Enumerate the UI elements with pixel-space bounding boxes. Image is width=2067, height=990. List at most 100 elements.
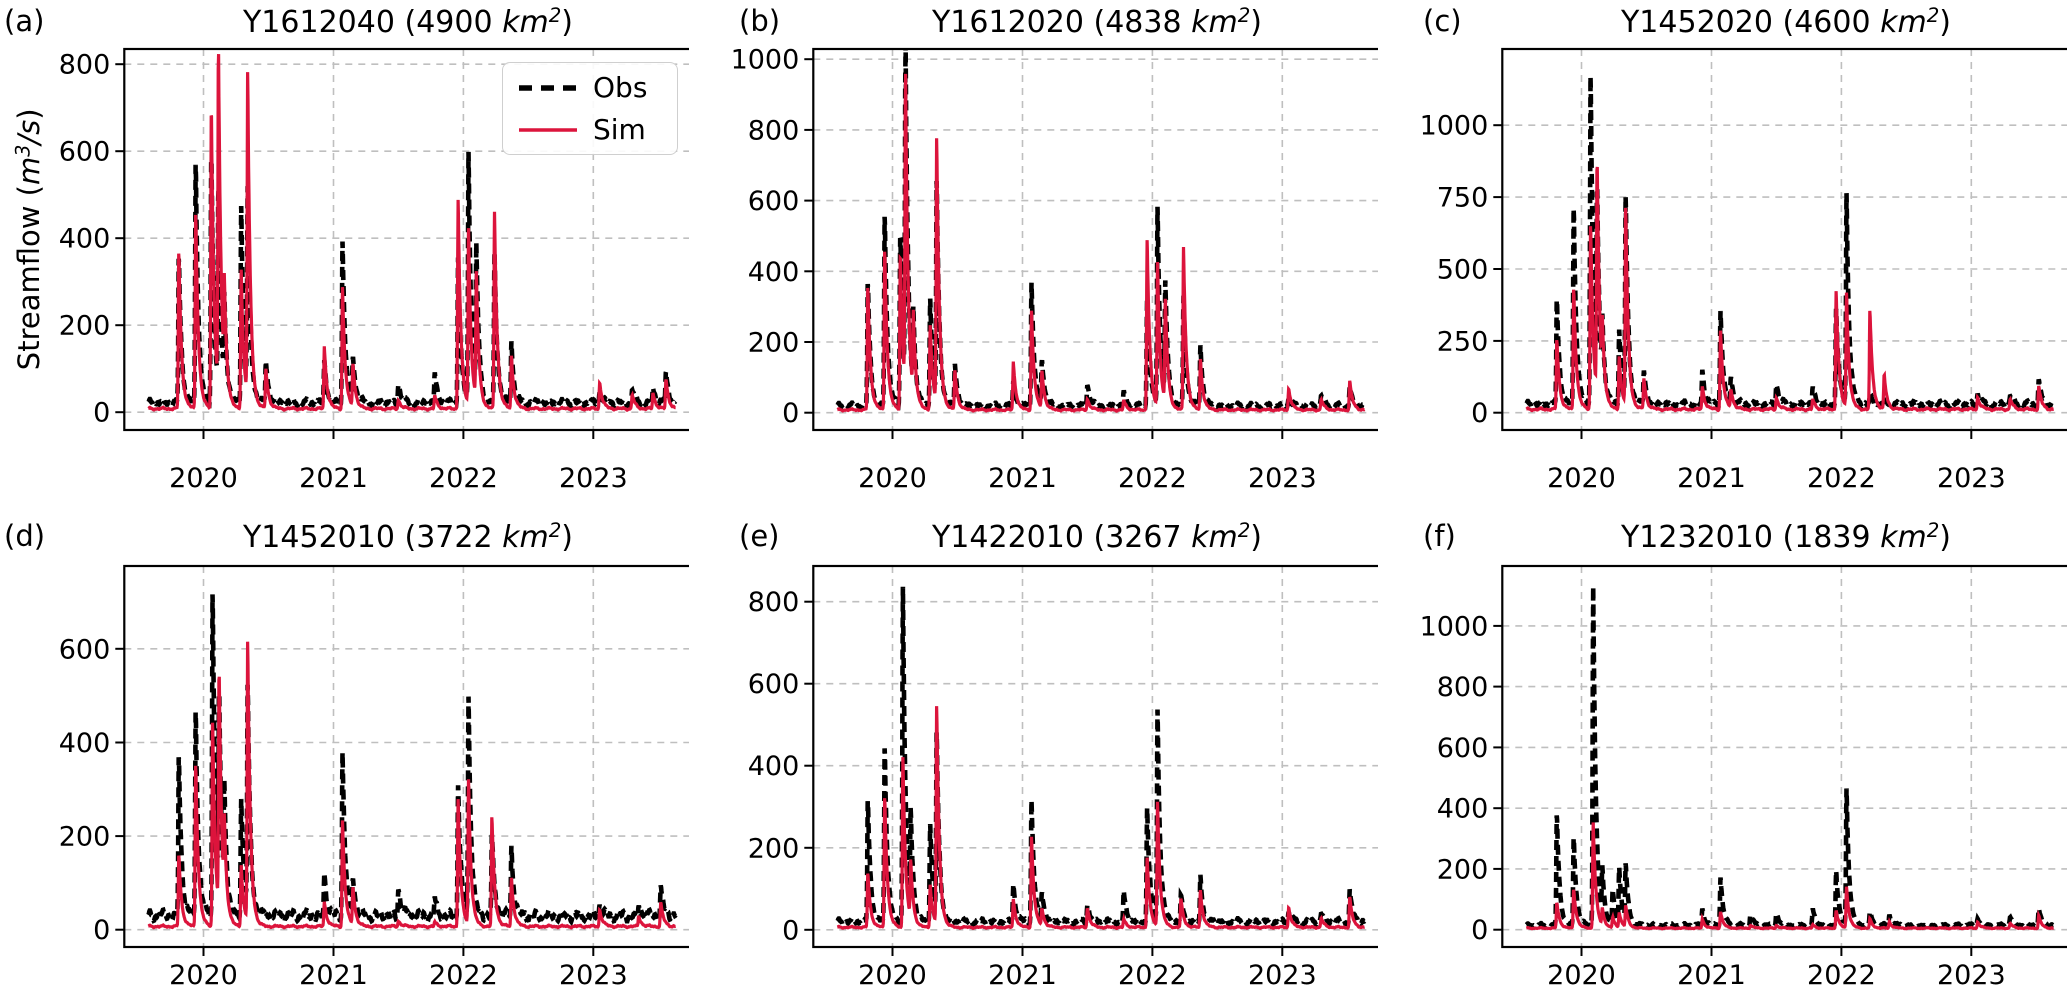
y-tick-label: 600 xyxy=(748,186,800,217)
y-tick-label: 1000 xyxy=(1420,611,1489,642)
panel-e-title: Y1422010 (3267 km2) xyxy=(931,519,1263,555)
x-tick-label: 2022 xyxy=(1118,463,1187,494)
x-tick-label: 2022 xyxy=(1807,960,1876,990)
y-tick-label: 0 xyxy=(782,915,799,946)
y-tick-label: 600 xyxy=(748,669,800,700)
x-tick-label: 2021 xyxy=(988,960,1057,990)
y-tick-label: 200 xyxy=(748,833,800,864)
panel-c-tag: (c) xyxy=(1423,4,1462,38)
sim-line-sample-icon xyxy=(519,127,577,132)
y-tick-label: 800 xyxy=(748,115,800,146)
x-tick-label: 2023 xyxy=(559,960,628,990)
y-tick-label: 250 xyxy=(1437,326,1489,357)
y-tick-label: 200 xyxy=(59,822,111,853)
y-axis-label: Streamflow (m3/s) xyxy=(11,108,47,371)
y-tick-label: 800 xyxy=(59,50,111,81)
x-tick-label: 2023 xyxy=(1248,960,1317,990)
x-tick-label: 2023 xyxy=(1937,960,2006,990)
y-tick-label: 200 xyxy=(1437,854,1489,885)
panel-f-tag: (f) xyxy=(1423,519,1456,553)
sim-line xyxy=(836,73,1366,413)
y-tick-label: 1000 xyxy=(1420,111,1489,142)
legend: Obs Sim xyxy=(502,62,678,155)
x-tick-label: 2020 xyxy=(169,463,238,494)
panel-d-plot: 0 200 400 600 2020 2021 2022 2023 xyxy=(59,564,689,990)
axes-box xyxy=(123,47,689,432)
x-tick-label: 2021 xyxy=(299,960,368,990)
obs-line xyxy=(1524,586,2055,930)
obs-line xyxy=(835,586,1367,929)
panel-c-title: Y1452020 (4600 km2) xyxy=(1620,4,1952,40)
y-tick-label: 600 xyxy=(59,634,111,665)
y-tick-label: 600 xyxy=(59,137,111,168)
x-tick-label: 2020 xyxy=(1547,463,1616,494)
obs-line xyxy=(1524,76,2056,412)
y-tick-label: 0 xyxy=(93,915,110,946)
x-tick-label: 2020 xyxy=(1547,960,1616,990)
panel-f-plot: 0 200 400 600 800 1000 2020 2021 2022 2023 xyxy=(1420,564,2067,990)
x-tick-label: 2023 xyxy=(1937,463,2006,494)
legend-label-obs: Obs xyxy=(593,71,648,104)
x-tick-label: 2022 xyxy=(429,463,498,494)
axes-box xyxy=(1501,47,2067,432)
sim-line xyxy=(836,706,1365,931)
panel-d-title: Y1452010 (3722 km2) xyxy=(242,519,574,555)
obs-line xyxy=(146,594,678,927)
y-tick-label: 600 xyxy=(1437,733,1489,764)
y-tick-label: 1000 xyxy=(731,45,800,76)
obs-line-sample-icon xyxy=(519,84,577,91)
axes-box xyxy=(1501,564,2067,949)
y-tick-label: 400 xyxy=(1437,794,1489,825)
x-tick-label: 2023 xyxy=(1248,463,1317,494)
y-tick-label: 400 xyxy=(59,224,111,255)
axes-box xyxy=(812,47,1378,432)
panel-e-plot: 0 200 400 600 800 2020 2021 2022 2023 xyxy=(748,564,1378,990)
y-tick-label: 400 xyxy=(59,728,111,759)
x-tick-label: 2020 xyxy=(169,960,238,990)
y-tick-label: 800 xyxy=(1437,672,1489,703)
legend-item-sim: Sim xyxy=(517,113,677,146)
panel-a-plot: 0 200 400 600 800 2020 2021 2022 2023 xyxy=(59,47,689,494)
sim-line xyxy=(147,641,676,930)
panel-a-tag: (a) xyxy=(4,4,45,38)
x-tick-label: 2021 xyxy=(988,463,1057,494)
axes-box xyxy=(123,564,689,949)
y-tick-label: 0 xyxy=(1471,915,1488,946)
panel-b-tag: (b) xyxy=(739,4,781,38)
x-tick-label: 2022 xyxy=(429,960,498,990)
panel-f-title: Y1232010 (1839 km2) xyxy=(1620,519,1952,555)
x-tick-label: 2022 xyxy=(1807,463,1876,494)
x-tick-label: 2020 xyxy=(858,960,927,990)
x-tick-label: 2021 xyxy=(1677,960,1746,990)
y-tick-label: 500 xyxy=(1437,255,1489,286)
legend-label-sim: Sim xyxy=(593,113,646,146)
y-tick-label: 0 xyxy=(1471,398,1488,429)
x-tick-label: 2022 xyxy=(1118,960,1187,990)
obs-line xyxy=(835,49,1366,412)
y-axis-label-box: Streamflow (m3/s) xyxy=(0,49,58,430)
sim-line xyxy=(1525,822,2054,931)
y-tick-label: 750 xyxy=(1437,183,1489,214)
sim-line xyxy=(1525,166,2054,413)
x-tick-label: 2023 xyxy=(559,463,628,494)
x-tick-label: 2021 xyxy=(299,463,368,494)
panel-b-title: Y1612020 (4838 km2) xyxy=(931,4,1263,40)
axes-box xyxy=(812,564,1378,949)
x-tick-label: 2021 xyxy=(1677,463,1746,494)
y-tick-label: 200 xyxy=(748,328,800,359)
obs-line xyxy=(146,151,678,410)
y-tick-label: 800 xyxy=(748,587,800,618)
y-tick-label: 200 xyxy=(59,311,111,342)
sim-line xyxy=(147,54,676,412)
x-tick-label: 2020 xyxy=(858,463,927,494)
panel-e-tag: (e) xyxy=(739,519,780,553)
legend-item-obs: Obs xyxy=(517,71,677,104)
panel-c-plot: 0 250 500 750 1000 2020 2021 2022 2023 xyxy=(1420,47,2067,494)
y-tick-label: 400 xyxy=(748,751,800,782)
y-tick-label: 0 xyxy=(93,398,110,429)
panel-a-title: Y1612040 (4900 km2) xyxy=(242,4,574,40)
panel-d-tag: (d) xyxy=(4,519,46,553)
panel-b-plot: 0 200 400 600 800 1000 2020 2021 2022 2023 xyxy=(731,45,1378,494)
y-tick-label: 400 xyxy=(748,257,800,288)
